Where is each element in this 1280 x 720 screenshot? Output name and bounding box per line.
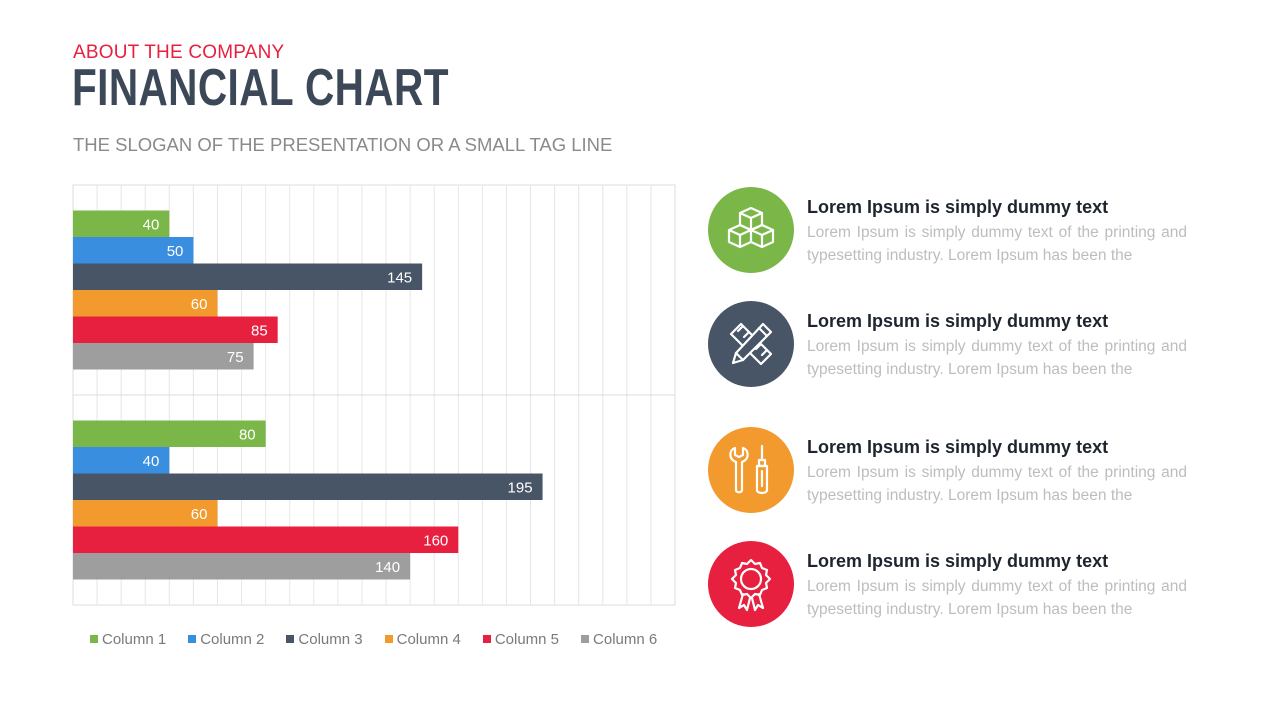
legend-label: Column 3 [298, 630, 363, 648]
bar [73, 473, 543, 500]
wrench-screwdriver-icon [729, 444, 769, 495]
legend-item: Column 2 [188, 631, 264, 648]
bar [73, 526, 459, 553]
legend-label: Column 1 [102, 630, 167, 648]
legend-swatch [482, 635, 491, 643]
legend-item: Column 3 [286, 630, 363, 648]
feature-icon-circle [708, 427, 794, 513]
feature-body: Lorem Ipsum is simply dummy text of the … [807, 464, 1187, 504]
legend-swatch [581, 635, 590, 643]
legend-item: Column 6 [581, 631, 657, 648]
bar-value-label: 160 [423, 532, 448, 549]
section-kicker: ABOUT THE COMPANY [73, 42, 285, 63]
legend-item: Column 1 [90, 631, 166, 648]
bar [73, 237, 194, 264]
bar [73, 316, 278, 343]
feature-heading: Lorem Ipsum is simply dummy text [807, 551, 1109, 571]
feature-icon-circle [708, 541, 794, 627]
bar [73, 420, 266, 447]
feature-heading: Lorem Ipsum is simply dummy text [807, 197, 1109, 217]
bar-value-label: 140 [375, 559, 400, 576]
bar-value-label: 145 [387, 269, 412, 286]
bar-value-label: 75 [227, 349, 244, 366]
feature-heading: Lorem Ipsum is simply dummy text [807, 311, 1109, 331]
bar-value-label: 195 [508, 479, 533, 496]
legend-label: Column 6 [593, 630, 658, 648]
bar [73, 263, 423, 290]
bar [73, 290, 218, 317]
legend-swatch [384, 635, 393, 643]
bar-value-label: 60 [191, 506, 208, 523]
feature-heading: Lorem Ipsum is simply dummy text [807, 437, 1109, 457]
feature-item-1: Lorem Ipsum is simply dummy text Lorem I… [708, 187, 1198, 277]
award-ribbon-icon [730, 558, 772, 612]
page-subtitle: THE SLOGAN OF THE PRESENTATION OR A SMAL… [73, 134, 613, 155]
bar [73, 553, 411, 580]
feature-icon-circle [708, 301, 794, 387]
bar-value-label: 80 [239, 426, 256, 443]
feature-body: Lorem Ipsum is simply dummy text of the … [807, 578, 1187, 618]
bar [73, 500, 218, 527]
chart-legend: Column 1 Column 2 Column 3 Column 4 Column 5… [90, 630, 679, 648]
bar-value-label: 85 [251, 322, 268, 339]
feature-body: Lorem Ipsum is simply dummy text of the … [807, 224, 1187, 264]
legend-label: Column 4 [396, 630, 461, 648]
feature-icon-circle [708, 187, 794, 273]
bar-value-label: 40 [143, 453, 160, 470]
page-title: FINANCIAL CHART [72, 59, 449, 117]
feature-item-3: Lorem Ipsum is simply dummy text Lorem I… [708, 427, 1198, 517]
cubes-icon [727, 206, 775, 249]
bar [73, 447, 170, 474]
feature-item-4: Lorem Ipsum is simply dummy text Lorem I… [708, 541, 1198, 631]
legend-swatch [188, 635, 197, 643]
financial-bar-chart: 40 50 145 60 85 75 80 40 195 60 160 140 [72, 184, 676, 606]
legend-label: Column 2 [200, 630, 265, 648]
legend-item: Column 5 [482, 630, 560, 648]
legend-swatch [90, 635, 98, 643]
feature-item-2: Lorem Ipsum is simply dummy text Lorem I… [708, 301, 1198, 391]
bar-value-label: 60 [191, 296, 208, 313]
bar [73, 343, 254, 370]
bar-value-label: 50 [167, 243, 184, 260]
feature-body: Lorem Ipsum is simply dummy text of the … [807, 338, 1187, 378]
bar-value-label: 40 [143, 216, 160, 233]
legend-item: Column 4 [384, 630, 461, 648]
bar [73, 210, 170, 237]
ruler-pencil-icon [729, 322, 773, 366]
legend-swatch [286, 635, 295, 643]
legend-label: Column 5 [494, 630, 560, 648]
